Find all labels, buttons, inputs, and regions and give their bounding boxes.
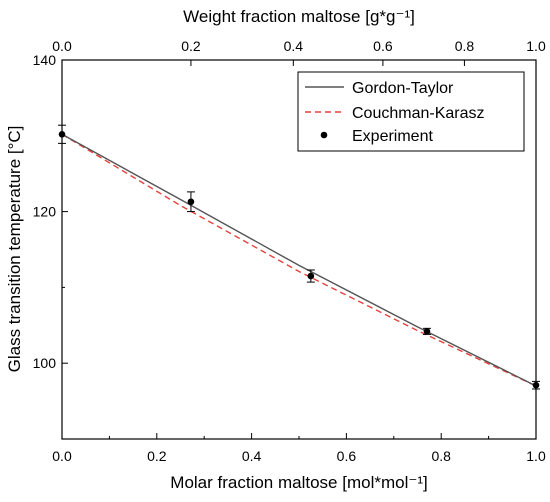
y-tick-label: 140 bbox=[33, 52, 57, 68]
x2-tick-label: 1.0 bbox=[526, 38, 546, 54]
x2-tick-label: 0.2 bbox=[181, 38, 201, 54]
x-tick-label: 0.2 bbox=[147, 448, 167, 464]
legend-swatch-experiment bbox=[320, 131, 328, 139]
experiment-point bbox=[187, 198, 195, 206]
legend-label-experiment: Experiment bbox=[352, 128, 433, 145]
x-tick-label: 0.4 bbox=[242, 448, 262, 464]
x-tick-label: 0.0 bbox=[52, 448, 72, 464]
legend-label-couchman-karasz: Couchman-Karasz bbox=[352, 105, 485, 122]
x-tick-label: 1.0 bbox=[526, 448, 546, 464]
y-tick-label: 120 bbox=[33, 204, 57, 220]
x-tick-label: 0.8 bbox=[431, 448, 451, 464]
x2-tick-label: 0.0 bbox=[52, 38, 72, 54]
x2-tick-label: 0.4 bbox=[284, 38, 304, 54]
experiment-point bbox=[307, 272, 315, 280]
experiment-point bbox=[423, 328, 431, 335]
x2-axis-label: Weight fraction maltose [g*g⁻¹] bbox=[183, 7, 415, 26]
y-axis-label: Glass transition temperature [°C] bbox=[5, 126, 24, 373]
y-tick-label: 100 bbox=[33, 355, 57, 371]
x2-tick-label: 0.8 bbox=[455, 38, 475, 54]
x-tick-label: 0.6 bbox=[337, 448, 357, 464]
series-line-gordon-taylor bbox=[61, 133, 537, 387]
legend: Gordon-Taylor Couchman-Karasz Experiment bbox=[297, 71, 525, 152]
series-layer bbox=[58, 124, 540, 390]
legend-label-gordon-taylor: Gordon-Taylor bbox=[352, 80, 454, 97]
experiment-point bbox=[532, 381, 540, 389]
experiment-point bbox=[58, 130, 66, 138]
x-axis-label: Molar fraction maltose [mol*mol⁻¹] bbox=[170, 473, 427, 492]
axis-ticks: 0.0 0.2 0.4 0.6 0.8 1.0 0.0 0.2 0.4 0.6 0.8 1.0 100 1… bbox=[33, 38, 546, 464]
x2-tick-label: 0.6 bbox=[373, 38, 393, 54]
series-line-couchman-karasz bbox=[61, 133, 537, 387]
